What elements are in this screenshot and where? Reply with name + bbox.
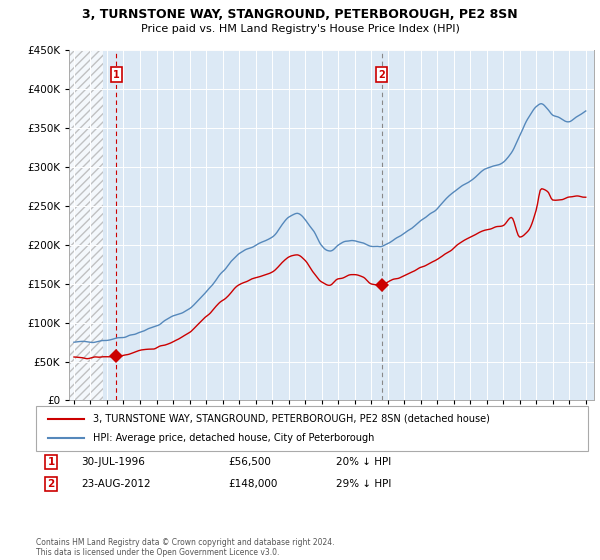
Text: 1: 1: [47, 457, 55, 467]
Text: 3, TURNSTONE WAY, STANGROUND, PETERBOROUGH, PE2 8SN: 3, TURNSTONE WAY, STANGROUND, PETERBOROU…: [82, 8, 518, 21]
Text: 2: 2: [379, 70, 385, 80]
Text: 3, TURNSTONE WAY, STANGROUND, PETERBOROUGH, PE2 8SN (detached house): 3, TURNSTONE WAY, STANGROUND, PETERBOROU…: [93, 413, 490, 423]
Bar: [69, 50, 103, 400]
Text: Price paid vs. HM Land Registry's House Price Index (HPI): Price paid vs. HM Land Registry's House …: [140, 24, 460, 34]
Text: 30-JUL-1996: 30-JUL-1996: [81, 457, 145, 467]
Text: HPI: Average price, detached house, City of Peterborough: HPI: Average price, detached house, City…: [93, 433, 374, 444]
Text: 1: 1: [113, 70, 120, 80]
Text: 23-AUG-2012: 23-AUG-2012: [81, 479, 151, 489]
Text: 20% ↓ HPI: 20% ↓ HPI: [336, 457, 391, 467]
Text: Contains HM Land Registry data © Crown copyright and database right 2024.
This d: Contains HM Land Registry data © Crown c…: [36, 538, 335, 557]
Text: 29% ↓ HPI: 29% ↓ HPI: [336, 479, 391, 489]
Text: £148,000: £148,000: [228, 479, 277, 489]
Text: 2: 2: [47, 479, 55, 489]
Text: £56,500: £56,500: [228, 457, 271, 467]
